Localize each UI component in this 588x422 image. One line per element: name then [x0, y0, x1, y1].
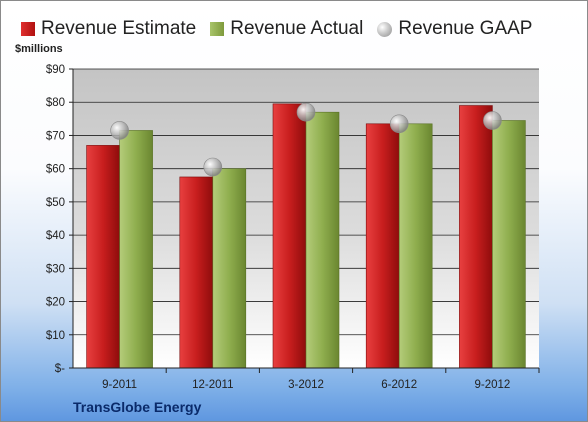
y-tick-label: $10: [46, 330, 65, 342]
bar-revenue-actual: [212, 168, 247, 369]
y-tick-label: $20: [46, 297, 65, 309]
bar-revenue-estimate: [86, 145, 120, 369]
legend: Revenue Estimate Revenue Actual Revenue …: [21, 15, 532, 43]
bar-revenue-actual: [398, 123, 433, 369]
legend-item-actual: Revenue Actual: [210, 18, 363, 40]
gaap-markers: [110, 102, 502, 177]
legend-label-estimate: Revenue Estimate: [41, 18, 197, 39]
marker-revenue-gaap: [389, 114, 409, 134]
legend-label-actual: Revenue Actual: [230, 18, 364, 39]
bar-revenue-actual: [119, 130, 153, 369]
y-tick-label: $40: [46, 230, 65, 242]
bar-revenue-actual: [305, 111, 340, 369]
y-tick-label: $60: [46, 164, 65, 176]
bars: [86, 103, 526, 369]
legend-swatch-estimate: [21, 22, 35, 36]
legend-item-gaap: Revenue GAAP: [377, 18, 532, 40]
y-tick-label: $-: [55, 363, 65, 375]
bar-revenue-estimate: [459, 105, 493, 369]
y-tick-label: $70: [46, 130, 65, 142]
marker-revenue-gaap: [296, 102, 316, 122]
x-tick-label: 6-2012: [381, 379, 417, 391]
legend-item-estimate: Revenue Estimate: [21, 18, 196, 40]
y-tick-label: $90: [46, 64, 65, 76]
bar-revenue-estimate: [272, 103, 307, 369]
marker-revenue-gaap: [110, 121, 129, 140]
marker-revenue-gaap: [203, 157, 223, 177]
y-tick-label: $80: [46, 97, 65, 109]
legend-swatch-gaap: [377, 21, 393, 37]
bar-revenue-actual: [492, 120, 526, 369]
bar-revenue-estimate: [365, 123, 400, 369]
x-tick-label: 9-2012: [474, 379, 510, 391]
x-tick-label: 9-2011: [102, 379, 137, 391]
y-axis-unit-label: $millions: [15, 43, 63, 55]
bar-revenue-estimate: [179, 176, 214, 369]
y-tick-label: $50: [46, 197, 65, 209]
marker-revenue-gaap: [483, 111, 502, 130]
legend-label-gaap: Revenue GAAP: [398, 18, 533, 39]
legend-swatch-actual: [210, 22, 225, 36]
x-tick-label: 12-2011: [192, 379, 233, 391]
x-tick-label: 3-2012: [288, 379, 324, 391]
company-name: TransGlobe Energy: [73, 399, 202, 415]
axes: $- $10 $20 $30 $40 $50 $60 $70 $80 $90 9-2011 12-20…: [46, 64, 540, 391]
y-tick-label: $30: [46, 263, 65, 275]
